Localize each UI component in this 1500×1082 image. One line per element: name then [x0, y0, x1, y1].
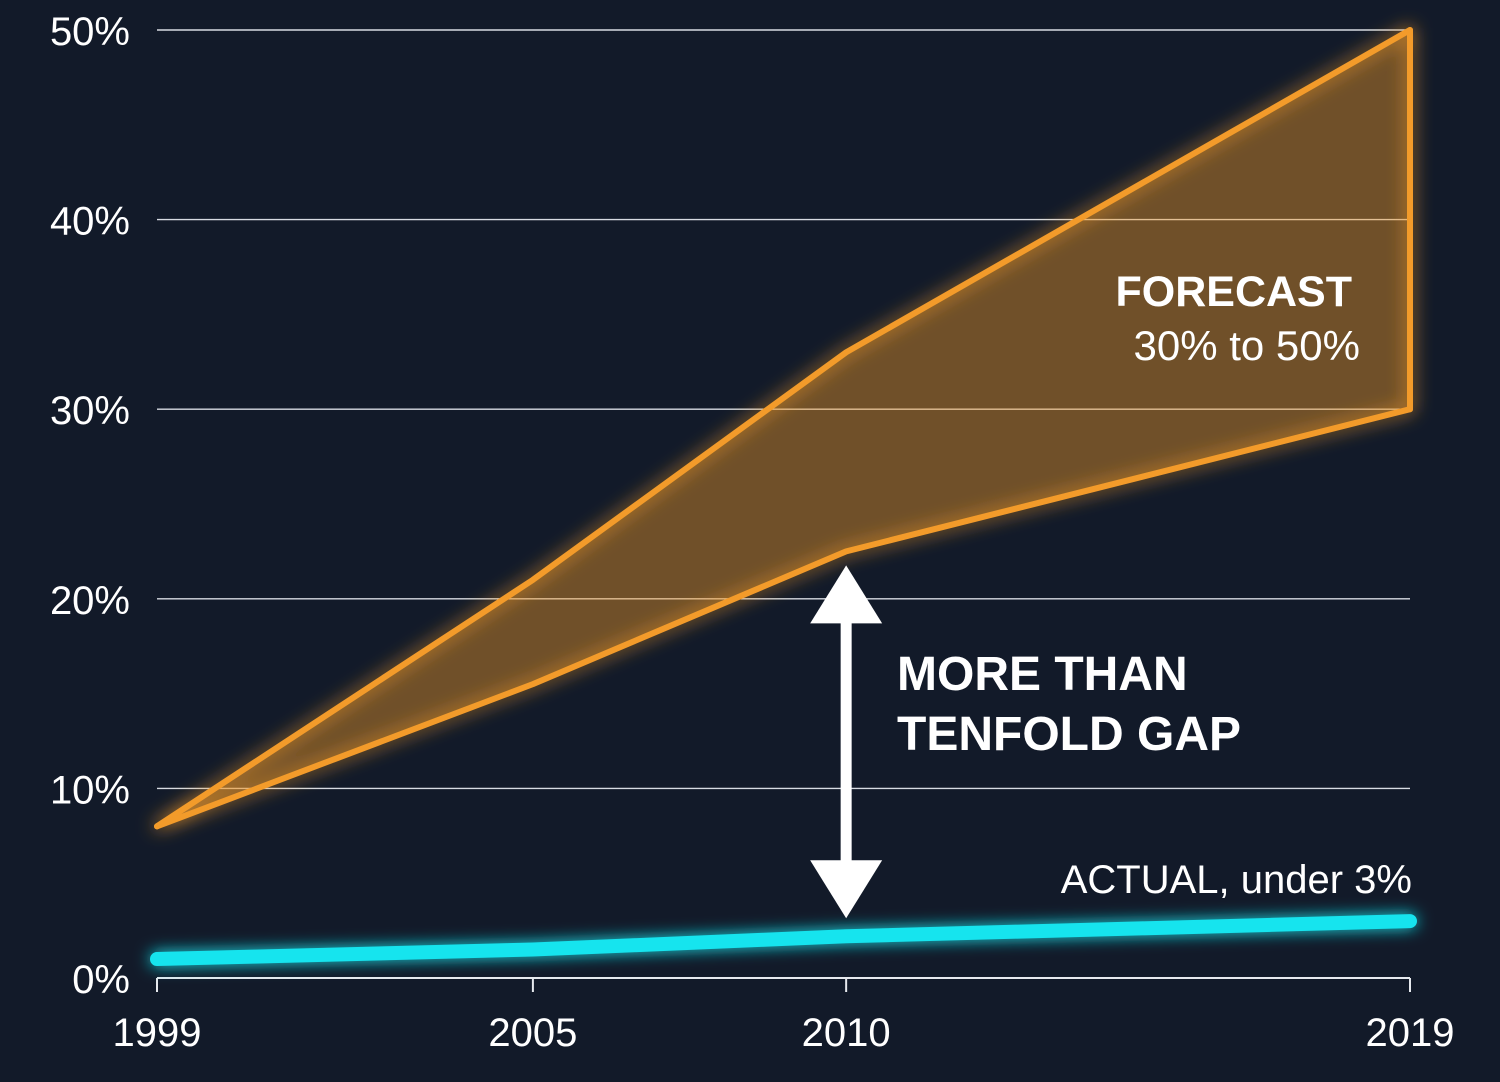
actual-point: [845, 935, 847, 937]
forecast-title-label: FORECAST: [1116, 268, 1353, 316]
forecast-band-outline: [154, 27, 1413, 830]
forecast-lower-point: [532, 683, 534, 685]
y-tick-label: 30%: [50, 389, 130, 433]
y-tick-label: 0%: [72, 958, 130, 1002]
actual-point: [156, 958, 158, 960]
x-tick-label: 2005: [488, 1011, 577, 1055]
gap-label-line1: MORE THAN: [897, 648, 1188, 701]
forecast-upper-point: [1409, 29, 1411, 31]
x-axis-tick-labels: 1999 2005 2010 2019: [113, 1011, 1455, 1055]
gap-label-line2: TENFOLD GAP: [897, 708, 1241, 761]
gap-arrow: [810, 565, 883, 919]
x-tick-label: 1999: [113, 1011, 202, 1055]
series-layer: [150, 27, 1417, 967]
y-tick-label: 50%: [50, 10, 130, 54]
gridlines: [157, 29, 1410, 790]
actual-point: [532, 949, 534, 951]
forecast-lower-point: [845, 550, 847, 552]
x-axis: [156, 977, 1411, 992]
gap-arrow-head-down: [810, 860, 883, 919]
y-axis-tick-labels: 0% 10% 20% 30% 40% 50%: [50, 10, 130, 1002]
actual-line: [150, 914, 1417, 967]
x-tick-label: 2019: [1366, 1011, 1455, 1055]
actual-line-group: [150, 914, 1417, 967]
actual-series-label: ACTUAL, under 3%: [1061, 858, 1412, 902]
forecast-upper-line: [154, 27, 1413, 830]
actual-point: [1409, 920, 1411, 922]
x-tick-label: 2010: [802, 1011, 891, 1055]
forecast-lower-point: [156, 825, 158, 827]
forecast-band-fill: [157, 30, 1410, 827]
forecast-upper-point: [845, 351, 847, 353]
forecast-lower-line: [154, 406, 1413, 830]
y-tick-label: 10%: [50, 768, 130, 812]
y-tick-label: 20%: [50, 579, 130, 623]
y-tick-label: 40%: [50, 200, 130, 244]
forecast-upper-point: [532, 579, 534, 581]
forecast-lower-point: [1409, 408, 1411, 410]
forecast-range-label: 30% to 50%: [1134, 322, 1361, 369]
gap-arrow-head-up: [810, 565, 883, 624]
